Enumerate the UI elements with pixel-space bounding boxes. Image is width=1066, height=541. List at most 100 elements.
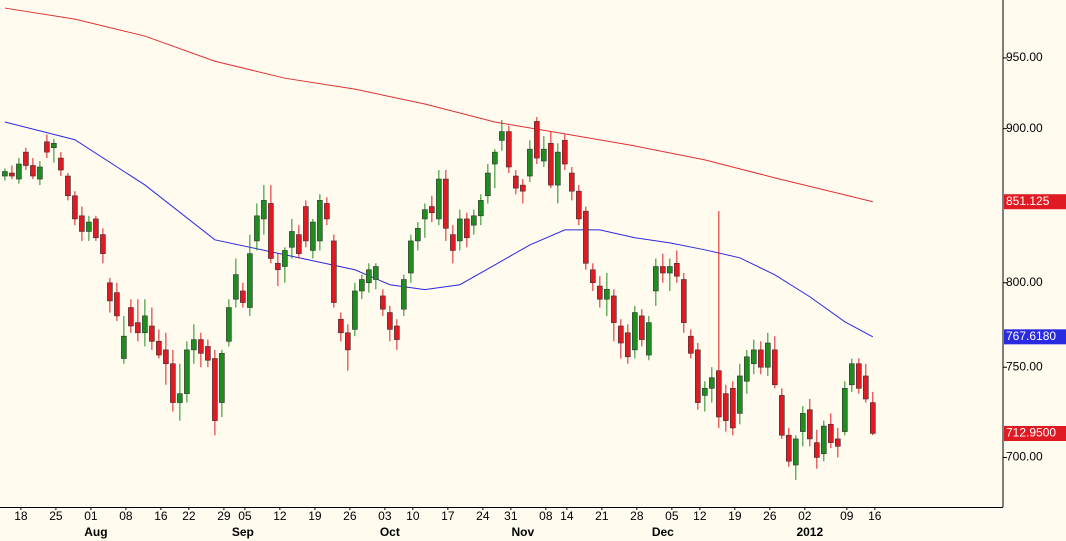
- x-tick-label: 05: [238, 509, 252, 523]
- y-tick-label: 950.00: [1006, 50, 1043, 64]
- candle-body: [37, 166, 43, 180]
- candle-body: [562, 140, 568, 165]
- candle-body: [821, 425, 827, 455]
- candle-body: [107, 282, 113, 302]
- candle-body: [394, 325, 400, 340]
- candle-body: [240, 290, 246, 303]
- candle-body: [611, 295, 617, 323]
- candle-body: [793, 438, 799, 466]
- candle-body: [16, 163, 22, 180]
- candle-body: [597, 285, 603, 300]
- candle-body: [30, 165, 36, 177]
- candle-body: [548, 142, 554, 186]
- candle-body: [93, 218, 99, 239]
- x-tick-label: 08: [119, 509, 133, 523]
- candle-body: [667, 266, 673, 274]
- candle-body: [758, 349, 764, 368]
- x-tick-label: 28: [630, 509, 644, 523]
- x-tick-label: 17: [441, 509, 455, 523]
- x-tick-label: 26: [763, 509, 777, 523]
- candle-body: [569, 172, 575, 192]
- candle-body: [772, 349, 778, 386]
- y-tick-label: 700.00: [1006, 450, 1043, 464]
- plot-area: [2, 7, 876, 481]
- candle-body: [800, 413, 806, 432]
- candle-body: [506, 131, 512, 168]
- candle-body: [156, 340, 162, 356]
- candle-body: [324, 203, 330, 220]
- x-tick-label: 26: [343, 509, 357, 523]
- price-marker-box: [1004, 194, 1066, 210]
- candle-body: [709, 377, 715, 389]
- candle-body: [331, 240, 337, 303]
- moving-average-line: [4, 7, 873, 203]
- candle-body: [338, 318, 344, 334]
- candle-body: [702, 388, 708, 396]
- candle-body: [618, 325, 624, 344]
- candle-body: [779, 395, 785, 436]
- candle-body: [135, 322, 141, 334]
- candle-body: [261, 200, 267, 220]
- candle-body: [142, 315, 148, 334]
- candle-body: [408, 240, 414, 274]
- candle-body: [429, 206, 435, 214]
- candle-body: [835, 438, 841, 447]
- candle-body: [625, 332, 631, 358]
- x-tick-label: 16: [868, 509, 882, 523]
- candle-body: [471, 215, 477, 226]
- candle-body: [51, 142, 57, 148]
- candle-body: [842, 388, 848, 432]
- candle-body: [72, 195, 78, 220]
- candle-body: [303, 206, 309, 242]
- candle-body: [317, 200, 323, 242]
- x-tick-label: 09: [840, 509, 854, 523]
- candle-body: [541, 148, 547, 162]
- candle-body: [366, 269, 372, 284]
- candle-body: [2, 171, 8, 177]
- candle-body: [723, 393, 729, 421]
- candle-body: [436, 178, 442, 220]
- candle-body: [863, 375, 869, 400]
- candle-body: [576, 190, 582, 220]
- candle-body: [345, 332, 351, 351]
- candle-body: [114, 292, 120, 317]
- candle-body: [121, 335, 127, 359]
- candle-body: [422, 209, 428, 220]
- candle-body: [653, 266, 659, 292]
- candle-body: [163, 349, 169, 365]
- month-label: 2012: [796, 525, 823, 539]
- candle-body: [786, 434, 792, 462]
- candle-body: [289, 231, 295, 248]
- candle-body: [828, 423, 834, 443]
- candle-body: [520, 184, 526, 192]
- candle-body: [604, 289, 610, 300]
- candle-body: [282, 250, 288, 267]
- candle-body: [212, 358, 218, 421]
- month-label: Oct: [380, 525, 400, 539]
- candle-body: [583, 210, 589, 264]
- candle-body: [639, 315, 645, 340]
- candle-body: [688, 335, 694, 354]
- x-tick-label: 19: [728, 509, 742, 523]
- candle-body: [870, 402, 876, 434]
- candle-body: [296, 234, 302, 254]
- candle-body: [219, 353, 225, 403]
- candle-body: [226, 307, 232, 342]
- candle-body: [695, 349, 701, 403]
- x-tick-label: 01: [84, 509, 98, 523]
- x-tick-label: 25: [49, 509, 63, 523]
- candle-body: [765, 342, 771, 368]
- candle-body: [534, 121, 540, 159]
- y-tick-label: 750.00: [1006, 359, 1043, 373]
- month-label: Nov: [512, 525, 535, 539]
- x-tick-label: 18: [14, 509, 28, 523]
- candle-body: [184, 349, 190, 394]
- candle-body: [58, 157, 64, 171]
- month-label: Aug: [84, 525, 107, 539]
- price-marker-label: 712.9500: [1006, 426, 1056, 440]
- month-label: Sep: [232, 525, 254, 539]
- candle-body: [443, 178, 449, 229]
- month-label: Dec: [652, 525, 674, 539]
- candle-body: [44, 141, 50, 153]
